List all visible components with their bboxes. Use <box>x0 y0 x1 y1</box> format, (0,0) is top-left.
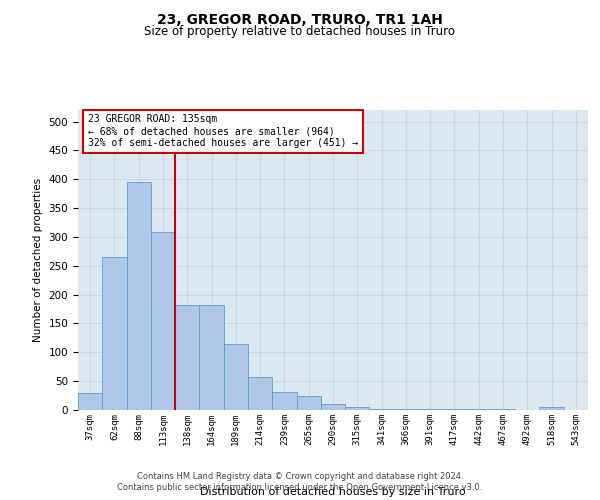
Bar <box>127 182 151 410</box>
Bar <box>539 407 564 410</box>
Text: Contains public sector information licensed under the Open Government Licence v3: Contains public sector information licen… <box>118 484 482 492</box>
Bar <box>248 376 272 410</box>
Bar <box>272 392 296 410</box>
Bar <box>175 305 199 410</box>
Text: Contains HM Land Registry data © Crown copyright and database right 2024.: Contains HM Land Registry data © Crown c… <box>137 472 463 481</box>
X-axis label: Distribution of detached houses by size in Truro: Distribution of detached houses by size … <box>200 486 466 496</box>
Bar <box>78 392 102 410</box>
Bar <box>296 396 321 410</box>
Text: 23, GREGOR ROAD, TRURO, TR1 1AH: 23, GREGOR ROAD, TRURO, TR1 1AH <box>157 12 443 26</box>
Text: Size of property relative to detached houses in Truro: Size of property relative to detached ho… <box>145 25 455 38</box>
Bar <box>345 406 370 410</box>
Bar <box>370 409 394 410</box>
Bar <box>102 257 127 410</box>
Text: 23 GREGOR ROAD: 135sqm
← 68% of detached houses are smaller (964)
32% of semi-de: 23 GREGOR ROAD: 135sqm ← 68% of detached… <box>88 114 358 148</box>
Bar <box>151 232 175 410</box>
Bar <box>321 404 345 410</box>
Y-axis label: Number of detached properties: Number of detached properties <box>33 178 43 342</box>
Bar <box>224 344 248 410</box>
Bar <box>199 305 224 410</box>
